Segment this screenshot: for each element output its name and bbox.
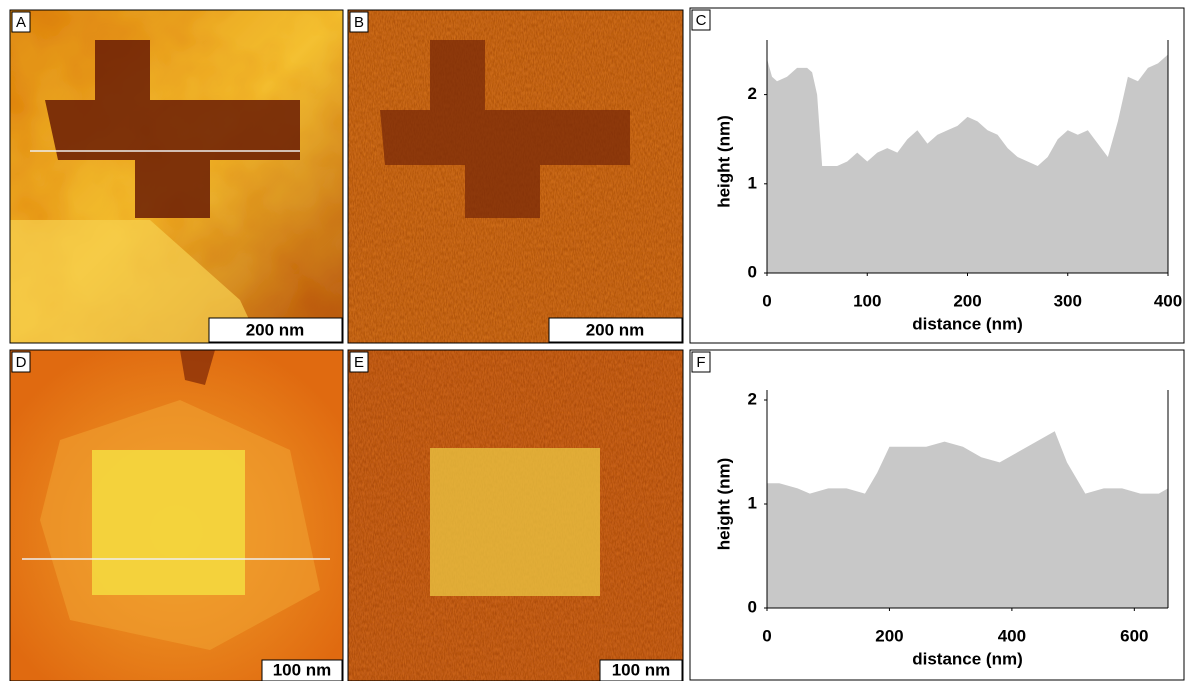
scale-bar-label: 200 nm [586, 320, 645, 339]
figure: A 200 nm B 200 nm D 100 nm E 100 nm 0 1 [0, 0, 1189, 681]
panel-label: C [696, 12, 707, 29]
x-tick-label: 400 [998, 626, 1026, 645]
y-tick-label: 2 [748, 389, 757, 408]
x-axis-label: distance (nm) [912, 649, 1023, 668]
x-tick-label: 400 [1154, 291, 1182, 310]
y-axis-label: height (nm) [714, 115, 733, 208]
panel-label: A [16, 14, 26, 31]
image-panel: A 200 nm [10, 10, 343, 343]
image-panel: E 100 nm [348, 350, 683, 681]
x-tick-label: 0 [762, 626, 771, 645]
x-tick-label: 0 [762, 291, 771, 310]
x-axis-label: distance (nm) [912, 314, 1023, 333]
scale-bar-label: 100 nm [273, 660, 332, 679]
panel-label: B [354, 14, 364, 31]
x-tick-label: 600 [1120, 626, 1148, 645]
y-tick-label: 1 [748, 173, 757, 192]
panel-label: D [16, 354, 27, 371]
scale-bar-label: 200 nm [246, 320, 305, 339]
y-tick-label: 2 [748, 84, 757, 103]
x-tick-label: 200 [875, 626, 903, 645]
image-panel: D 100 nm [10, 350, 343, 681]
scale-bar-label: 100 nm [612, 660, 671, 679]
page: {"panels": [ {"label": "A", "scale_bar":… [0, 0, 1189, 681]
x-tick-label: 300 [1054, 291, 1082, 310]
panel-label: E [354, 354, 364, 371]
y-tick-label: 0 [748, 597, 757, 616]
y-tick-label: 0 [748, 262, 757, 281]
x-tick-label: 200 [953, 291, 981, 310]
image-panel: B 200 nm [348, 10, 683, 343]
x-tick-label: 100 [853, 291, 881, 310]
panel-label: F [696, 354, 705, 371]
y-axis-label: height (nm) [714, 458, 733, 551]
y-tick-label: 1 [748, 493, 757, 512]
